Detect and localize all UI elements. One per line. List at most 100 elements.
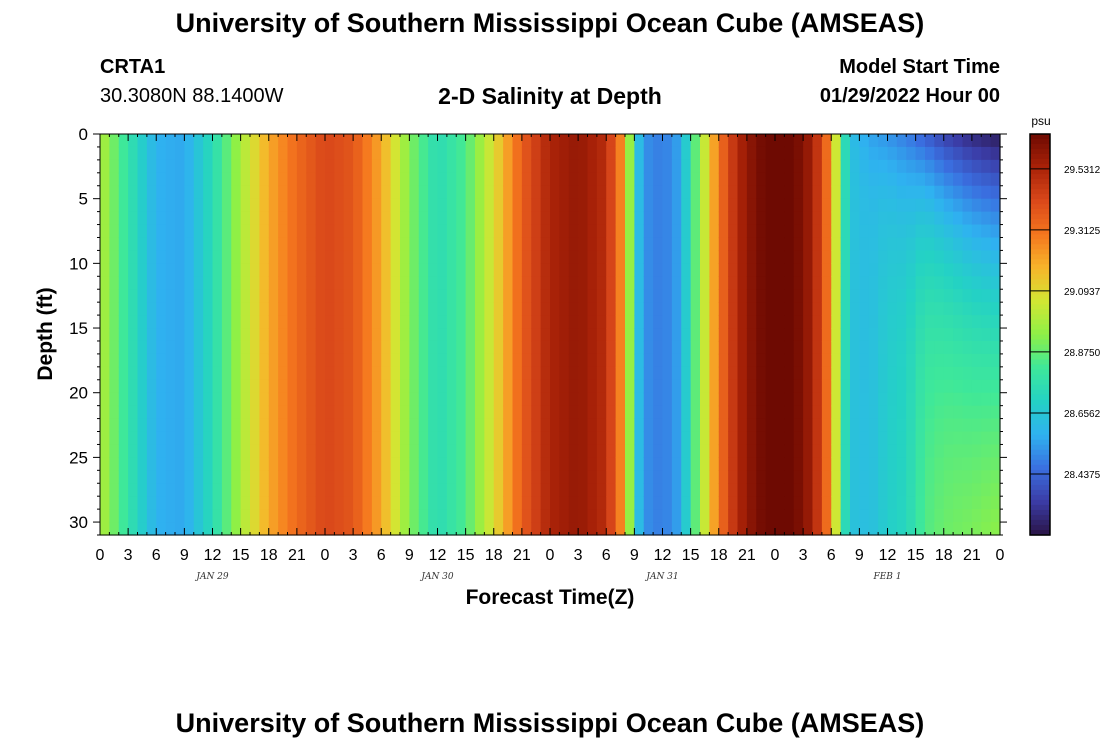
heatmap-cell <box>709 250 720 264</box>
heatmap-cell <box>446 159 457 174</box>
heatmap-cell <box>381 496 392 510</box>
heatmap-cell <box>718 134 729 148</box>
heatmap-cell <box>887 289 898 303</box>
heatmap-cell <box>540 340 551 355</box>
heatmap-cell <box>775 405 785 420</box>
heatmap-cell <box>643 328 654 342</box>
heatmap-cell <box>296 405 307 420</box>
heatmap-cell <box>465 522 476 536</box>
heatmap-cell <box>212 379 223 394</box>
heatmap-cell <box>634 276 645 290</box>
heatmap-cell <box>475 146 485 161</box>
y-tick-label: 5 <box>79 190 88 209</box>
heatmap-cell <box>231 444 242 458</box>
heatmap-cell <box>831 185 842 200</box>
heatmap-cell <box>371 405 382 420</box>
heatmap-cell <box>193 366 204 381</box>
heatmap-cell <box>531 470 542 484</box>
heatmap-cell <box>737 224 748 239</box>
date-label: JAN 30 <box>419 572 454 582</box>
heatmap-cell <box>118 328 129 342</box>
heatmap-cell <box>428 134 439 148</box>
heatmap-cell <box>240 444 251 458</box>
heatmap-cell <box>203 522 214 536</box>
heatmap-cell <box>465 509 476 523</box>
heatmap-cell <box>821 340 832 355</box>
heatmap-cell <box>418 146 429 161</box>
heatmap-cell <box>456 250 467 264</box>
heatmap-cell <box>662 418 673 433</box>
heatmap-cell <box>184 263 195 277</box>
heatmap-cell <box>381 353 392 368</box>
heatmap-cell <box>325 340 335 355</box>
heatmap-cell <box>343 263 354 277</box>
heatmap-cell <box>606 198 617 213</box>
heatmap-cell <box>793 405 804 420</box>
x-axis-label: Forecast Time(Z) <box>466 586 635 609</box>
colorbar-band <box>1030 284 1050 290</box>
heatmap-cell <box>437 483 448 497</box>
heatmap-cell <box>709 392 720 407</box>
heatmap-cell <box>521 392 532 407</box>
heatmap-cell <box>915 431 926 446</box>
heatmap-cell <box>718 522 729 536</box>
heatmap-cell <box>840 470 851 484</box>
heatmap-cell <box>325 237 335 252</box>
colorbar-band <box>1030 204 1050 210</box>
heatmap-cell <box>137 172 148 187</box>
heatmap-cell <box>484 185 495 200</box>
heatmap-cell <box>990 366 1001 381</box>
chart-title: University of Southern Mississippi Ocean… <box>175 8 925 38</box>
heatmap-cell <box>925 522 935 536</box>
heatmap-cell <box>925 366 935 381</box>
colorbar-tick-label: 29.5312 <box>1064 165 1100 176</box>
heatmap-cell <box>643 496 654 510</box>
heatmap-cell <box>400 224 410 239</box>
heatmap-cell <box>578 198 589 213</box>
heatmap-cell <box>531 289 542 303</box>
heatmap-cell <box>109 496 120 510</box>
heatmap-cell <box>400 159 410 174</box>
colorbar-band <box>1030 134 1050 140</box>
x-tick-label: 12 <box>654 547 672 564</box>
heatmap-cell <box>184 340 195 355</box>
heatmap-cell <box>793 444 804 458</box>
heatmap-cell <box>550 211 560 226</box>
heatmap-cell <box>362 276 373 290</box>
heatmap-cell <box>212 366 223 381</box>
heatmap-cell <box>981 405 992 420</box>
heatmap-cell <box>521 366 532 381</box>
heatmap-cell <box>850 431 860 446</box>
heatmap-cell <box>343 276 354 290</box>
heatmap-cell <box>812 211 823 226</box>
heatmap-cell <box>568 340 579 355</box>
heatmap-cell <box>118 159 129 174</box>
heatmap-cell <box>184 289 195 303</box>
heatmap-cell <box>878 198 889 213</box>
heatmap-cell <box>662 237 673 252</box>
heatmap-cell <box>709 483 720 497</box>
heatmap-cell <box>409 185 420 200</box>
heatmap-cell <box>756 483 767 497</box>
heatmap-cell <box>793 263 804 277</box>
heatmap-cell <box>775 250 785 264</box>
heatmap-cell <box>550 418 560 433</box>
heatmap-cell <box>625 366 635 381</box>
heatmap-cell <box>596 328 607 342</box>
heatmap-cell <box>662 353 673 368</box>
heatmap-cell <box>887 198 898 213</box>
heatmap-cell <box>400 418 410 433</box>
heatmap-cell <box>484 405 495 420</box>
heatmap-cell <box>803 522 814 536</box>
heatmap-cell <box>146 405 157 420</box>
heatmap-cell <box>690 392 701 407</box>
heatmap-cell <box>943 172 954 187</box>
heatmap-cell <box>540 444 551 458</box>
heatmap-cell <box>615 134 626 148</box>
heatmap-cell <box>765 146 776 161</box>
heatmap-cell <box>175 315 185 329</box>
heatmap-cell <box>700 172 710 187</box>
heatmap-cell <box>221 444 232 458</box>
heatmap-cell <box>850 522 860 536</box>
heatmap-cell <box>784 289 795 303</box>
